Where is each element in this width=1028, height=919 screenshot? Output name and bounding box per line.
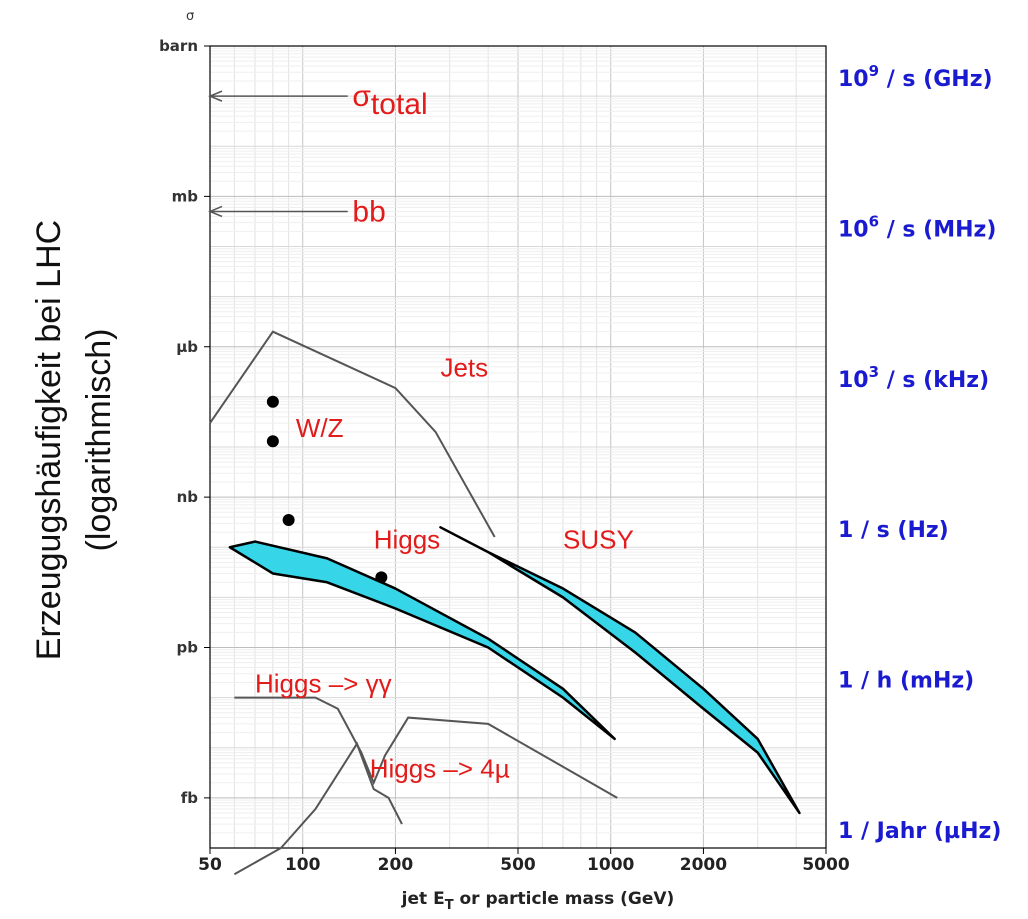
annotation-label: Higgs –> γγ [255, 669, 392, 699]
y-tick-label: µb [176, 338, 198, 356]
y-axis-ticks: barn mb µb nb pb fb [159, 37, 210, 807]
annotation-text: Jets [440, 353, 488, 383]
rate-label: 109 / s (GHz) [838, 62, 993, 92]
y-tick-label: mb [172, 187, 199, 205]
series-line-jets [209, 330, 496, 538]
rate-label-base: 10 [838, 217, 869, 242]
x-tick-label: 100 [285, 855, 321, 875]
series-line-higgs [234, 696, 618, 799]
data-point-w-z [282, 513, 295, 526]
y-tick-label: fb [181, 789, 199, 807]
rate-label: 1 / s (Hz) [838, 518, 949, 543]
annotation-text: Higgs –> γγ [255, 669, 392, 699]
rate-axis: 109 / s (GHz)106 / s (MHz)103 / s (kHz)1… [838, 62, 1001, 844]
y-axis-label: Erzeugugshäufigkeit bei LHC (logarithmis… [30, 220, 118, 660]
rate-label-base: 1 / s (Hz) [838, 518, 949, 543]
annotation-text: bb [352, 195, 385, 228]
rate-label-unit: / s (GHz) [879, 67, 993, 92]
y-axis-label-line-2: (logarithmisch) [80, 329, 118, 552]
annotation-label: Jets [440, 353, 488, 383]
x-axis-label-main: jet E [401, 889, 445, 909]
annotation-text: Higgs –> 4µ [370, 754, 510, 784]
rate-label-base: 10 [838, 67, 869, 92]
annotation-text: Higgs [374, 524, 440, 554]
annotation-label: Higgs –> 4µ [370, 754, 510, 784]
x-axis-label-rest: or particle mass (GeV) [454, 889, 675, 909]
annotations: σtotal bb Jets W/Z Higgs SUSY Higgs –> γγ Higgs… [255, 80, 634, 784]
rate-label: 106 / s (MHz) [838, 212, 996, 242]
rate-label-base: 1 / Jahr (µHz) [838, 819, 1001, 844]
series-layer [208, 90, 801, 876]
x-tick-label: 5000 [802, 855, 849, 875]
x-tick-label: 1000 [587, 855, 634, 875]
rate-label: 1 / Jahr (µHz) [838, 819, 1001, 844]
y-tick-label: nb [177, 488, 199, 506]
x-axis-label-sub: T [445, 898, 454, 913]
y-axis-symbol: σ [186, 9, 194, 24]
data-point-w-z [266, 395, 279, 408]
x-tick-label: 50 [198, 855, 222, 875]
x-tick-label: 500 [500, 855, 536, 875]
band-susy [439, 526, 801, 815]
x-tick-label: 2000 [680, 855, 727, 875]
annotation-subscript: total [371, 88, 428, 121]
band-higgs [228, 540, 616, 741]
rate-label-unit: / s (kHz) [879, 368, 989, 393]
y-tick-label: barn [159, 37, 198, 55]
annotation-text: SUSY [563, 524, 634, 554]
rate-label-base: 10 [838, 368, 869, 393]
x-axis-label: jet ET or particle mass (GeV) [401, 889, 675, 913]
data-point-w-z [266, 435, 279, 448]
arrow-head-total [208, 90, 223, 102]
grid [209, 45, 827, 849]
arrow-head-bb [208, 205, 223, 218]
x-axis-ticks: 50 100 200 500 1000 2000 5000 [198, 848, 850, 875]
annotation-label: W/Z [296, 413, 344, 443]
annotation-text: W/Z [296, 413, 344, 443]
rate-label-exp: 6 [869, 212, 879, 230]
rate-label: 1 / h (mHz) [838, 669, 974, 694]
y-tick-label: pb [177, 639, 199, 657]
rate-label-base: 1 / h (mHz) [838, 669, 974, 694]
rate-label-exp: 9 [869, 62, 879, 80]
annotation-label: SUSY [563, 524, 634, 554]
rate-label: 103 / s (kHz) [838, 363, 989, 393]
rate-label-exp: 3 [869, 363, 879, 381]
annotation-label: bb [352, 195, 385, 228]
x-tick-label: 200 [378, 855, 414, 875]
y-axis-label-line-1: Erzeugugshäufigkeit bei LHC [30, 220, 68, 660]
rate-label-unit: / s (MHz) [879, 217, 996, 242]
annotation-label: σtotal [352, 80, 427, 121]
annotation-label: Higgs [374, 524, 440, 554]
annotation-text: σ [352, 80, 371, 113]
series-line-higgs-4 [233, 741, 403, 876]
